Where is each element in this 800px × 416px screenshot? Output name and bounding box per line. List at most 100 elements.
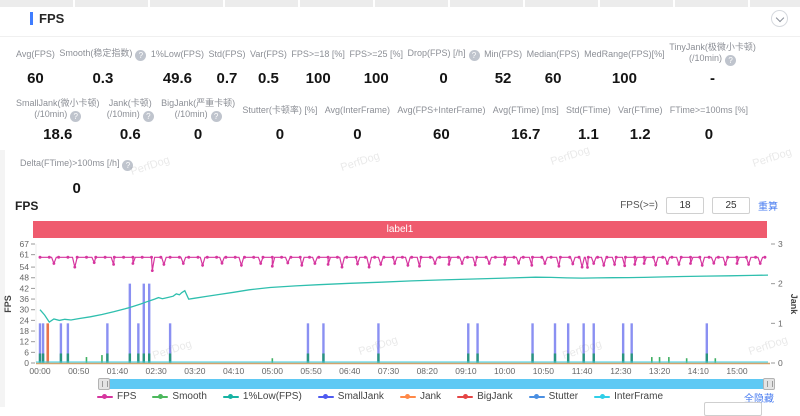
help-icon[interactable]: ? bbox=[725, 55, 737, 66]
svg-text:05:00: 05:00 bbox=[262, 366, 284, 376]
scrollbar-right-handle[interactable] bbox=[763, 378, 775, 390]
stat-label: Smooth(稳定指数)? bbox=[59, 42, 147, 66]
stat-cell: Jank(卡顿) (/10min)? 0.6 bbox=[107, 98, 154, 143]
legend-label: FPS bbox=[116, 391, 137, 402]
svg-text:18: 18 bbox=[20, 326, 30, 336]
stat-cell: FPS>=18 [%] 100 bbox=[291, 42, 345, 88]
help-icon[interactable]: ? bbox=[70, 111, 82, 122]
stat-label: Delta(FTime)>100ms [/h]? bbox=[20, 152, 134, 176]
stat-cell: Delta(FTime)>100ms [/h]? 0 bbox=[20, 152, 134, 197]
legend-item-Smooth[interactable]: Smooth bbox=[152, 391, 207, 402]
svg-text:09:10: 09:10 bbox=[455, 366, 477, 376]
stat-value: 0 bbox=[439, 70, 448, 87]
svg-text:14:10: 14:10 bbox=[688, 366, 710, 376]
legend-item-1%Low(FPS)[interactable]: 1%Low(FPS) bbox=[222, 391, 302, 402]
svg-text:24: 24 bbox=[20, 315, 30, 325]
svg-text:00:00: 00:00 bbox=[29, 366, 51, 376]
svg-text:61: 61 bbox=[20, 250, 30, 260]
legend-label: Jank bbox=[419, 391, 442, 402]
svg-text:03:20: 03:20 bbox=[184, 366, 206, 376]
legend-marker bbox=[222, 394, 239, 399]
svg-text:12: 12 bbox=[20, 337, 30, 347]
stat-cell: 1%Low(FPS) 49.6 bbox=[150, 42, 204, 88]
watermark: PerfDog bbox=[751, 146, 794, 170]
page-left-edge bbox=[0, 150, 5, 407]
legend-label: InterFrame bbox=[614, 391, 664, 402]
help-icon[interactable]: ? bbox=[142, 111, 154, 122]
stat-value: 100 bbox=[611, 70, 637, 87]
chart-zoom-scrollbar[interactable] bbox=[98, 378, 775, 390]
legend-marker bbox=[528, 394, 545, 399]
panel-header: FPS bbox=[30, 11, 64, 26]
stat-cell: Drop(FPS) [/h]? 0 bbox=[408, 42, 480, 87]
help-icon[interactable]: ? bbox=[122, 159, 134, 171]
stat-label: TinyJank(极微小卡顿) (/10min)? bbox=[669, 42, 756, 66]
help-icon[interactable]: ? bbox=[135, 49, 147, 61]
stat-cell: SmallJank(微小卡顿) (/10min)? 18.6 bbox=[16, 98, 100, 143]
stat-value: 60 bbox=[433, 126, 450, 143]
legend-label: BigJank bbox=[477, 391, 513, 402]
legend-label: Stutter bbox=[548, 391, 579, 402]
stat-cell: Std(FTime) 1.1 bbox=[566, 98, 611, 144]
fps-threshold-input-1[interactable] bbox=[666, 197, 704, 214]
svg-text:Jank: Jank bbox=[789, 294, 799, 316]
stat-value: 60 bbox=[544, 70, 562, 87]
stats-row-3: Delta(FTime)>100ms [/h]? 0 bbox=[20, 152, 134, 197]
scrollbar-left-handle[interactable] bbox=[98, 378, 110, 390]
fps-threshold-label: FPS(>=) bbox=[620, 200, 658, 211]
legend-marker bbox=[317, 394, 334, 399]
svg-text:36: 36 bbox=[20, 294, 30, 304]
chart-label-banner: label1 bbox=[33, 221, 767, 238]
svg-text:13:20: 13:20 bbox=[649, 366, 671, 376]
stat-cell: Median(FPS) 60 bbox=[527, 42, 580, 88]
stat-cell: Var(FTime) 1.2 bbox=[618, 98, 663, 144]
stat-value: 0.3 bbox=[92, 70, 114, 87]
legend-marker bbox=[457, 394, 474, 399]
stat-label: Var(FPS) bbox=[250, 48, 287, 59]
legend-marker bbox=[96, 394, 113, 399]
stat-cell: Smooth(稳定指数)? 0.3 bbox=[59, 42, 147, 87]
stat-label: Jank(卡顿) (/10min)? bbox=[106, 98, 154, 122]
svg-text:0: 0 bbox=[778, 358, 783, 368]
help-icon[interactable]: ? bbox=[468, 49, 480, 61]
collapse-panel-button[interactable] bbox=[771, 10, 788, 27]
svg-text:02:30: 02:30 bbox=[146, 366, 168, 376]
legend-item-Stutter[interactable]: Stutter bbox=[528, 391, 579, 402]
chevron-down-icon bbox=[775, 13, 785, 23]
chart-section-title: FPS bbox=[15, 199, 39, 213]
legend-item-FPS[interactable]: FPS bbox=[96, 391, 137, 402]
stat-cell: Avg(FPS) 60 bbox=[16, 42, 55, 88]
stat-cell: FTime>=100ms [%] 0 bbox=[670, 98, 748, 144]
stat-label: Stutter(卡顿率) [%] bbox=[242, 104, 318, 115]
bottom-partial-input[interactable] bbox=[704, 402, 762, 416]
fps-threshold-input-2[interactable] bbox=[712, 197, 750, 214]
hide-all-link[interactable]: 全隐藏 bbox=[744, 394, 774, 405]
recalculate-link[interactable]: 重算 bbox=[758, 202, 778, 213]
legend-item-BigJank[interactable]: BigJank bbox=[457, 391, 513, 402]
svg-text:6: 6 bbox=[24, 347, 29, 357]
help-icon[interactable]: ? bbox=[210, 111, 222, 122]
stat-value: 1.1 bbox=[577, 126, 599, 143]
svg-text:3: 3 bbox=[778, 239, 783, 249]
legend-item-InterFrame[interactable]: InterFrame bbox=[594, 391, 663, 402]
stat-value: 60 bbox=[27, 70, 44, 87]
svg-text:0: 0 bbox=[24, 358, 29, 368]
stat-value: 0 bbox=[353, 126, 362, 143]
stat-value: 52 bbox=[494, 70, 512, 87]
legend-label: SmallJank bbox=[337, 391, 384, 402]
stat-label: Avg(FTime) [ms] bbox=[492, 104, 559, 115]
stat-cell: Avg(InterFrame) 0 bbox=[325, 98, 390, 144]
legend-item-SmallJank[interactable]: SmallJank bbox=[317, 391, 384, 402]
legend-item-Jank[interactable]: Jank bbox=[399, 391, 442, 402]
svg-text:06:40: 06:40 bbox=[339, 366, 361, 376]
header-divider bbox=[0, 36, 800, 37]
stat-label: 1%Low(FPS) bbox=[150, 48, 204, 59]
top-table-edge bbox=[0, 0, 800, 7]
svg-text:54: 54 bbox=[20, 262, 30, 272]
svg-text:42: 42 bbox=[20, 283, 30, 293]
chart-legend: FPS Smooth 1%Low(FPS) SmallJank Jank BigJank S… bbox=[0, 391, 760, 402]
svg-text:30: 30 bbox=[20, 305, 30, 315]
stat-value: 0 bbox=[704, 126, 714, 143]
svg-text:FPS: FPS bbox=[3, 295, 13, 313]
stat-label: Avg(FPS) bbox=[16, 48, 55, 59]
